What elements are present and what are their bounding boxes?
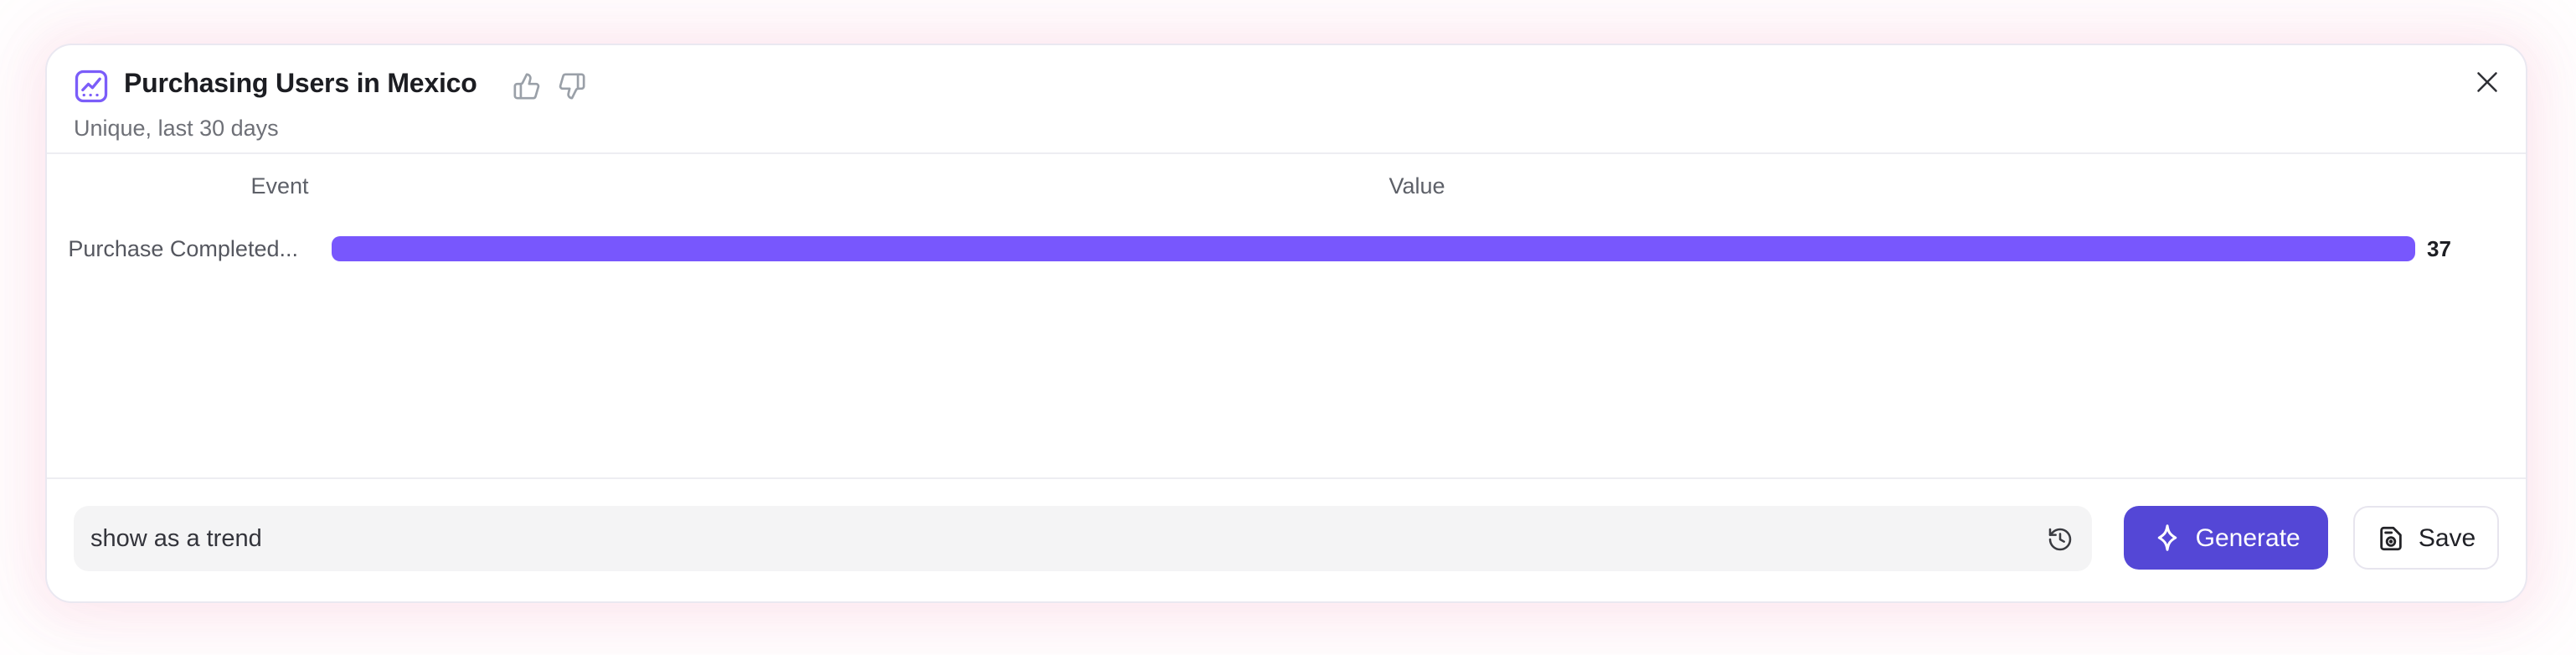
close-button[interactable]	[2469, 64, 2506, 101]
card-footer: Generate Save	[47, 477, 2526, 601]
bar-chart: Event Value Purchase Completed... 37	[47, 154, 2526, 280]
history-icon	[2047, 525, 2074, 552]
footer-divider	[47, 477, 2526, 479]
generate-button-label: Generate	[2195, 523, 2300, 552]
card-subtitle: Unique, last 30 days	[74, 116, 279, 141]
header-divider	[47, 152, 2526, 154]
history-button[interactable]	[2043, 522, 2077, 555]
card-header: Purchasing Users in Mexico	[47, 45, 2526, 146]
table-header: Event Value	[47, 154, 2526, 216]
thumbs-down-button[interactable]	[558, 71, 586, 100]
bar-track	[332, 235, 2415, 260]
line-chart-icon	[74, 68, 109, 103]
thumbs-up-icon	[513, 71, 541, 100]
value-label: 37	[2427, 235, 2451, 260]
save-icon	[2377, 523, 2405, 552]
table-row: Purchase Completed... 37	[47, 216, 2526, 280]
generate-button[interactable]: Generate	[2124, 506, 2329, 570]
bar-purchase-completed[interactable]	[332, 235, 2415, 260]
prompt-input[interactable]	[74, 506, 2093, 571]
save-button-label: Save	[2418, 523, 2476, 552]
save-button[interactable]: Save	[2353, 506, 2499, 570]
event-label: Purchase Completed...	[68, 235, 298, 260]
thumbs-up-button[interactable]	[513, 71, 541, 100]
close-icon	[2472, 67, 2502, 97]
chart-result-card: Purchasing Users in Mexico	[45, 44, 2527, 603]
column-header-event: Event	[250, 173, 309, 198]
column-header-value: Value	[1388, 173, 1445, 198]
thumbs-down-icon	[558, 71, 586, 100]
prompt-box	[74, 506, 2093, 571]
sparkle-icon	[2152, 523, 2182, 553]
card-title: Purchasing Users in Mexico	[124, 70, 477, 99]
